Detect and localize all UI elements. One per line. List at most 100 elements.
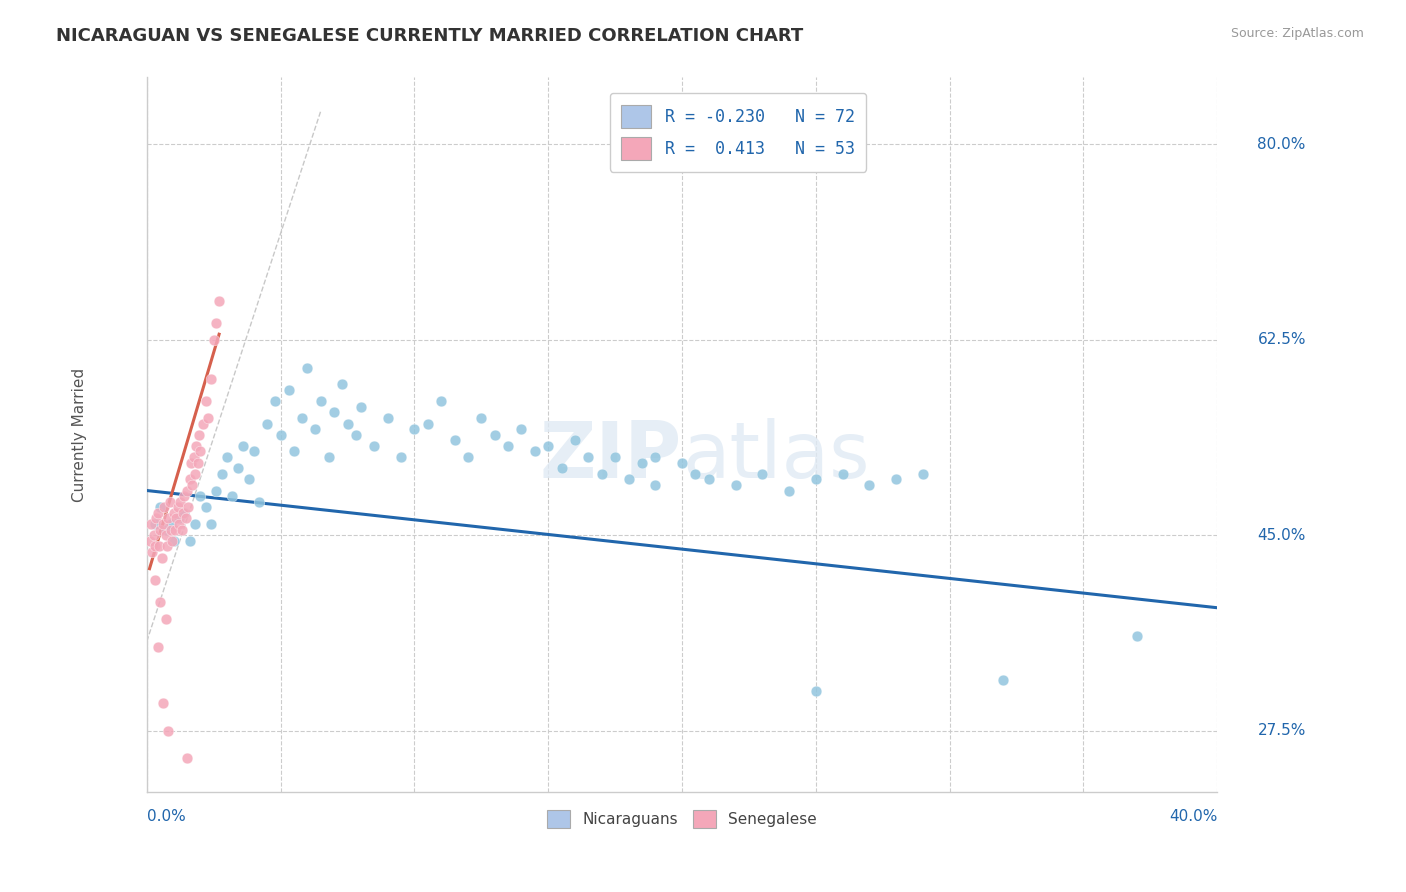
- Point: [155, 612, 177, 626]
- Point: [157, 511, 180, 525]
- Point: [148, 539, 170, 553]
- Point: [183, 450, 205, 464]
- Point: [169, 494, 191, 508]
- Point: [243, 444, 266, 458]
- Point: [152, 696, 174, 710]
- Point: [162, 506, 184, 520]
- Point: [176, 751, 198, 765]
- Point: [309, 394, 332, 409]
- Point: [523, 444, 546, 458]
- Point: [200, 372, 222, 386]
- Point: [143, 516, 166, 531]
- Point: [457, 450, 479, 464]
- Point: [162, 533, 184, 548]
- Point: [344, 427, 367, 442]
- Point: [205, 483, 228, 498]
- Point: [318, 450, 340, 464]
- Point: [256, 417, 278, 431]
- Point: [143, 539, 166, 553]
- Point: [163, 523, 186, 537]
- Point: [208, 293, 231, 308]
- Point: [142, 528, 165, 542]
- Point: [173, 506, 195, 520]
- Text: 45.0%: 45.0%: [1257, 528, 1306, 542]
- Point: [1126, 629, 1149, 643]
- Point: [159, 494, 181, 508]
- Point: [190, 444, 212, 458]
- Point: [264, 394, 287, 409]
- Point: [884, 472, 907, 486]
- Point: [751, 467, 773, 481]
- Point: [160, 516, 183, 531]
- Text: Currently Married: Currently Married: [73, 368, 87, 502]
- Point: [184, 516, 207, 531]
- Point: [143, 573, 166, 587]
- Point: [804, 684, 827, 698]
- Point: [377, 411, 399, 425]
- Point: [484, 427, 506, 442]
- Point: [644, 478, 666, 492]
- Point: [323, 405, 346, 419]
- Point: [685, 467, 707, 481]
- Text: 80.0%: 80.0%: [1257, 137, 1306, 152]
- Point: [179, 533, 201, 548]
- Point: [173, 489, 195, 503]
- Point: [188, 427, 211, 442]
- Point: [149, 595, 172, 609]
- Point: [724, 478, 747, 492]
- Point: [416, 417, 439, 431]
- Point: [470, 411, 492, 425]
- Point: [150, 550, 173, 565]
- Point: [200, 516, 222, 531]
- Text: 62.5%: 62.5%: [1257, 333, 1306, 347]
- Point: [181, 478, 204, 492]
- Text: atlas: atlas: [682, 418, 869, 494]
- Point: [179, 472, 201, 486]
- Point: [297, 360, 319, 375]
- Point: [291, 411, 314, 425]
- Point: [177, 500, 200, 515]
- Point: [550, 461, 572, 475]
- Text: NICARAGUAN VS SENEGALESE CURRENTLY MARRIED CORRELATION CHART: NICARAGUAN VS SENEGALESE CURRENTLY MARRI…: [56, 27, 803, 45]
- Point: [167, 511, 190, 525]
- Point: [247, 494, 270, 508]
- Point: [277, 383, 299, 397]
- Point: [993, 673, 1015, 688]
- Text: 40.0%: 40.0%: [1168, 809, 1218, 823]
- Point: [671, 456, 693, 470]
- Point: [211, 467, 233, 481]
- Point: [172, 506, 194, 520]
- Point: [180, 456, 202, 470]
- Text: Source: ZipAtlas.com: Source: ZipAtlas.com: [1230, 27, 1364, 40]
- Point: [443, 434, 465, 448]
- Point: [149, 523, 172, 537]
- Point: [186, 439, 208, 453]
- Point: [202, 333, 225, 347]
- Point: [831, 467, 853, 481]
- Point: [153, 500, 176, 515]
- Point: [496, 439, 519, 453]
- Point: [804, 472, 827, 486]
- Text: 27.5%: 27.5%: [1257, 723, 1306, 738]
- Point: [605, 450, 627, 464]
- Point: [146, 506, 169, 520]
- Point: [911, 467, 934, 481]
- Point: [564, 434, 586, 448]
- Point: [576, 450, 599, 464]
- Legend: Nicaraguans, Senegalese: Nicaraguans, Senegalese: [541, 804, 823, 834]
- Point: [152, 516, 174, 531]
- Point: [160, 523, 183, 537]
- Point: [157, 723, 180, 738]
- Point: [165, 511, 187, 525]
- Point: [226, 461, 249, 475]
- Point: [510, 422, 533, 436]
- Point: [174, 511, 197, 525]
- Point: [363, 439, 385, 453]
- Point: [217, 450, 239, 464]
- Text: 0.0%: 0.0%: [146, 809, 186, 823]
- Point: [697, 472, 720, 486]
- Point: [155, 528, 177, 542]
- Point: [162, 533, 184, 548]
- Point: [221, 489, 243, 503]
- Point: [138, 533, 160, 548]
